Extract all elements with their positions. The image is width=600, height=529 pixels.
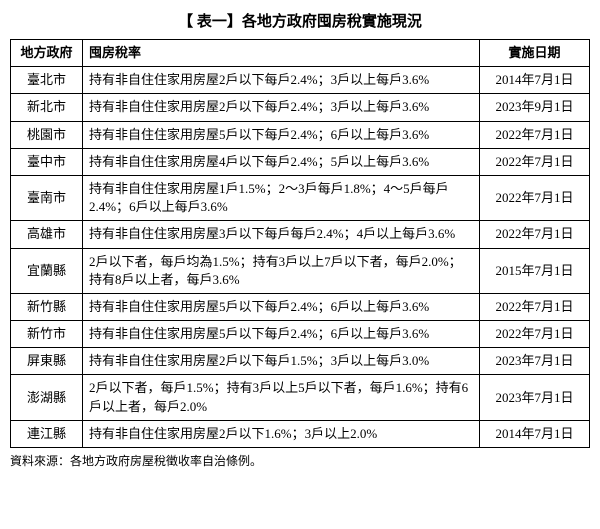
cell-rate: 持有非自住住家用房屋2戶以下每戶1.5%；3戶以上每戶3.0%	[83, 348, 480, 375]
table-row: 高雄市持有非自住住家用房屋3戶以下每戶每戶2.4%；4戶以上每戶3.6%2022…	[11, 221, 590, 248]
cell-date: 2022年7月1日	[480, 321, 590, 348]
cell-gov: 新竹市	[11, 321, 83, 348]
table-row: 新竹市持有非自住住家用房屋5戶以下每戶2.4%；6戶以上每戶3.6%2022年7…	[11, 321, 590, 348]
cell-date: 2023年9月1日	[480, 94, 590, 121]
table-row: 新北市持有非自住住家用房屋2戶以下每戶2.4%；3戶以上每戶3.6%2023年9…	[11, 94, 590, 121]
cell-gov: 桃園市	[11, 121, 83, 148]
cell-rate: 持有非自住住家用房屋5戶以下每戶2.4%；6戶以上每戶3.6%	[83, 121, 480, 148]
cell-gov: 高雄市	[11, 221, 83, 248]
table-title: 【 表一】各地方政府囤房稅實施現況	[10, 10, 590, 31]
cell-date: 2014年7月1日	[480, 67, 590, 94]
cell-date: 2023年7月1日	[480, 348, 590, 375]
table-row: 桃園市持有非自住住家用房屋5戶以下每戶2.4%；6戶以上每戶3.6%2022年7…	[11, 121, 590, 148]
cell-gov: 臺北市	[11, 67, 83, 94]
cell-date: 2014年7月1日	[480, 420, 590, 447]
cell-rate: 2戶以下者，每戶1.5%；持有3戶以上5戶以下者，每戶1.6%；持有6戶以上者，…	[83, 375, 480, 420]
cell-gov: 宜蘭縣	[11, 248, 83, 293]
table-row: 澎湖縣2戶以下者，每戶1.5%；持有3戶以上5戶以下者，每戶1.6%；持有6戶以…	[11, 375, 590, 420]
cell-rate: 持有非自住住家用房屋2戶以下每戶2.4%；3戶以上每戶3.6%	[83, 67, 480, 94]
cell-gov: 新竹縣	[11, 293, 83, 320]
tax-table: 地方政府 囤房稅率 實施日期 臺北市持有非自住住家用房屋2戶以下每戶2.4%；3…	[10, 39, 590, 448]
cell-date: 2022年7月1日	[480, 121, 590, 148]
cell-date: 2015年7月1日	[480, 248, 590, 293]
cell-rate: 持有非自住住家用房屋4戶以下每戶2.4%；5戶以上每戶3.6%	[83, 148, 480, 175]
cell-rate: 2戶以下者，每戶均為1.5%；持有3戶以上7戶以下者，每戶2.0%；持有8戶以上…	[83, 248, 480, 293]
header-date: 實施日期	[480, 40, 590, 67]
cell-date: 2023年7月1日	[480, 375, 590, 420]
cell-rate: 持有非自住住家用房屋2戶以下1.6%；3戶以上2.0%	[83, 420, 480, 447]
header-row: 地方政府 囤房稅率 實施日期	[11, 40, 590, 67]
table-row: 連江縣持有非自住住家用房屋2戶以下1.6%；3戶以上2.0%2014年7月1日	[11, 420, 590, 447]
cell-gov: 屏東縣	[11, 348, 83, 375]
cell-gov: 連江縣	[11, 420, 83, 447]
cell-date: 2022年7月1日	[480, 221, 590, 248]
table-row: 宜蘭縣2戶以下者，每戶均為1.5%；持有3戶以上7戶以下者，每戶2.0%；持有8…	[11, 248, 590, 293]
cell-rate: 持有非自住住家用房屋3戶以下每戶每戶2.4%；4戶以上每戶3.6%	[83, 221, 480, 248]
table-row: 臺南市持有非自住住家用房屋1戶1.5%；2～3戶每戶1.8%；4～5戶每戶2.4…	[11, 175, 590, 220]
table-row: 臺北市持有非自住住家用房屋2戶以下每戶2.4%；3戶以上每戶3.6%2014年7…	[11, 67, 590, 94]
header-gov: 地方政府	[11, 40, 83, 67]
cell-rate: 持有非自住住家用房屋1戶1.5%；2～3戶每戶1.8%；4～5戶每戶2.4%；6…	[83, 175, 480, 220]
header-rate: 囤房稅率	[83, 40, 480, 67]
source-note: 資料來源：各地方政府房屋稅徵收率自治條例。	[10, 452, 590, 469]
cell-gov: 臺中市	[11, 148, 83, 175]
cell-rate: 持有非自住住家用房屋5戶以下每戶2.4%；6戶以上每戶3.6%	[83, 293, 480, 320]
cell-rate: 持有非自住住家用房屋5戶以下每戶2.4%；6戶以上每戶3.6%	[83, 321, 480, 348]
cell-date: 2022年7月1日	[480, 148, 590, 175]
cell-gov: 臺南市	[11, 175, 83, 220]
table-row: 臺中市持有非自住住家用房屋4戶以下每戶2.4%；5戶以上每戶3.6%2022年7…	[11, 148, 590, 175]
cell-date: 2022年7月1日	[480, 293, 590, 320]
cell-date: 2022年7月1日	[480, 175, 590, 220]
table-row: 屏東縣持有非自住住家用房屋2戶以下每戶1.5%；3戶以上每戶3.0%2023年7…	[11, 348, 590, 375]
cell-gov: 澎湖縣	[11, 375, 83, 420]
cell-gov: 新北市	[11, 94, 83, 121]
table-row: 新竹縣持有非自住住家用房屋5戶以下每戶2.4%；6戶以上每戶3.6%2022年7…	[11, 293, 590, 320]
cell-rate: 持有非自住住家用房屋2戶以下每戶2.4%；3戶以上每戶3.6%	[83, 94, 480, 121]
